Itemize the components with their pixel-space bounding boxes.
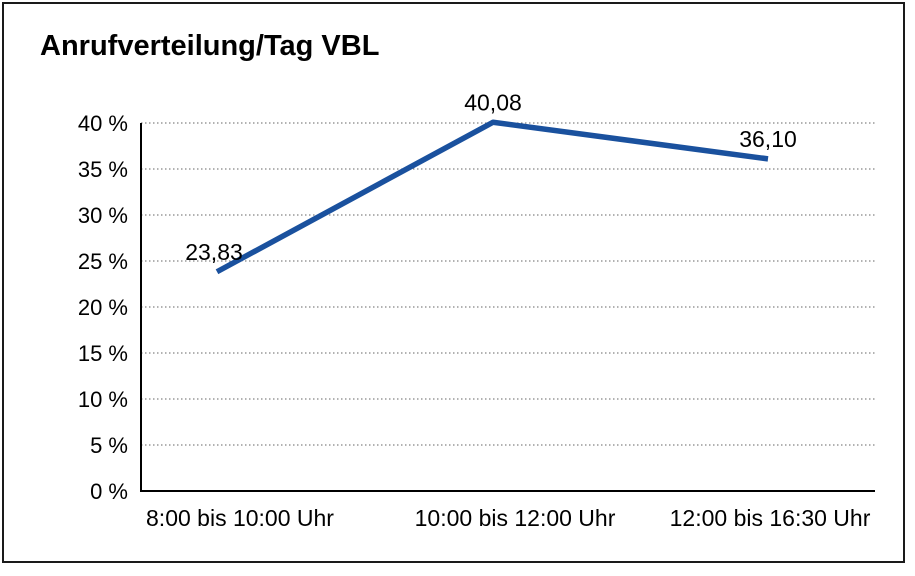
y-axis-tick-label: 0 %	[90, 479, 128, 504]
y-axis-tick-label: 25 %	[78, 249, 128, 274]
y-axis-tick-label: 10 %	[78, 387, 128, 412]
series-line	[215, 119, 769, 275]
data-value-label: 23,83	[185, 239, 243, 265]
y-axis-tick-label: 20 %	[78, 295, 128, 320]
chart-frame	[2, 2, 905, 563]
x-axis-category-label: 8:00 bis 10:00 Uhr	[146, 505, 334, 531]
y-axis-tick-label: 5 %	[90, 433, 128, 458]
y-axis-tick-label: 35 %	[78, 157, 128, 182]
x-axis-category-label: 12:00 bis 16:30 Uhr	[670, 505, 871, 531]
chart-title: Anrufverteilung/Tag VBL	[40, 30, 380, 62]
data-value-label: 40,08	[464, 89, 522, 115]
y-axis-tick-label: 15 %	[78, 341, 128, 366]
y-axis-tick-label: 30 %	[78, 203, 128, 228]
y-axis-tick-label: 40 %	[78, 111, 128, 136]
data-value-label: 36,10	[739, 126, 797, 152]
x-axis-category-label: 10:00 bis 12:00 Uhr	[415, 505, 616, 531]
